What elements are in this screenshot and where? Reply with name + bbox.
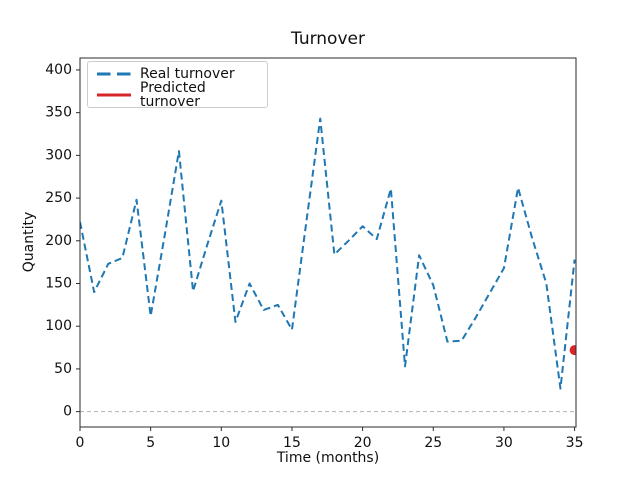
x-axis-label: Time (months) bbox=[276, 450, 380, 466]
x-tick-label: 25 bbox=[424, 435, 442, 451]
dashed-line-icon bbox=[97, 72, 131, 76]
y-tick-label: 250 bbox=[45, 190, 72, 206]
x-tick-label: 20 bbox=[354, 435, 372, 451]
y-axis-label: Quantity bbox=[21, 211, 37, 273]
y-tick-label: 400 bbox=[45, 62, 72, 78]
y-tick-label: 150 bbox=[45, 276, 72, 292]
y-tick-label: 200 bbox=[45, 233, 72, 249]
chart-title: Turnover bbox=[291, 29, 365, 49]
x-tick-label: 5 bbox=[146, 435, 155, 451]
y-tick-label: 350 bbox=[45, 105, 72, 121]
x-tick-label: 35 bbox=[566, 435, 584, 451]
legend: Real turnover Predicted turnover bbox=[87, 61, 268, 109]
x-tick-label: 30 bbox=[495, 435, 513, 451]
predicted-turnover-point bbox=[569, 345, 576, 356]
real-turnover-line bbox=[80, 117, 576, 390]
x-tick-label: 10 bbox=[212, 435, 230, 451]
y-tick-label: 300 bbox=[45, 147, 72, 163]
legend-item-predicted-turnover: Predicted turnover bbox=[88, 81, 267, 109]
legend-item-real-turnover: Real turnover bbox=[88, 63, 267, 84]
legend-label-real-turnover: Real turnover bbox=[140, 65, 235, 82]
y-tick-label: 100 bbox=[45, 318, 72, 334]
y-tick-label: 50 bbox=[54, 361, 72, 377]
solid-line-icon bbox=[97, 93, 131, 97]
legend-label-predicted-turnover: Predicted turnover bbox=[140, 80, 206, 111]
plot-border bbox=[79, 57, 577, 428]
y-tick-label: 0 bbox=[63, 404, 72, 420]
x-tick-label: 15 bbox=[283, 435, 301, 451]
x-tick-label: 0 bbox=[76, 435, 85, 451]
